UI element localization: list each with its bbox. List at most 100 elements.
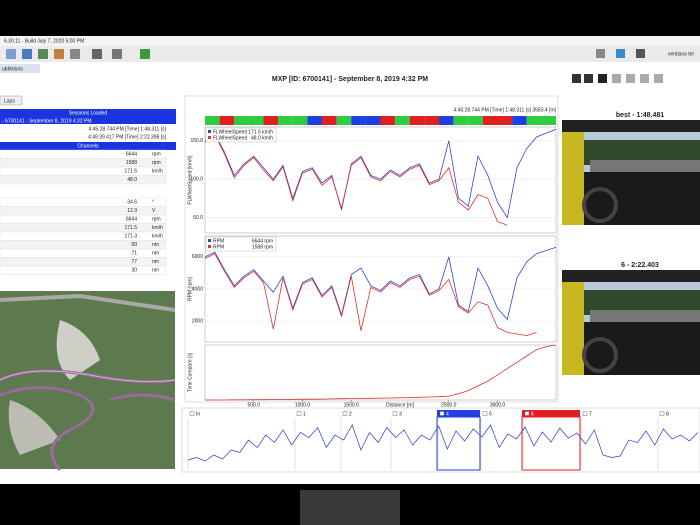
view-button[interactable] [612, 74, 621, 83]
sector [234, 116, 249, 125]
session-row[interactable] [0, 117, 176, 124]
tab-label: ubMotors [2, 66, 23, 72]
lap-box [521, 416, 581, 471]
lap-checkbox[interactable] [439, 411, 445, 416]
channels-header-label: Channels [77, 143, 99, 149]
sector [307, 116, 322, 125]
lap-checkbox[interactable] [582, 411, 588, 416]
plot-area [204, 344, 557, 401]
view-button[interactable] [598, 74, 607, 83]
lap-checkbox[interactable] [524, 411, 530, 416]
view-button[interactable] [572, 74, 581, 83]
x-axis-label: Distance [m] [386, 402, 414, 408]
legend [205, 127, 277, 143]
stand [300, 490, 400, 525]
sector [278, 116, 293, 125]
tool-icon[interactable] [22, 49, 32, 59]
channel-value: 12.9 [127, 208, 137, 214]
view-buttons[interactable] [572, 74, 663, 83]
plot-area [204, 126, 557, 234]
tool-icon[interactable] [70, 49, 80, 59]
tab[interactable] [0, 64, 40, 73]
lap-checkbox[interactable] [342, 411, 348, 416]
legend-swatch [208, 136, 211, 139]
trace [204, 246, 557, 321]
view-button[interactable] [654, 74, 663, 83]
channel-row [0, 257, 167, 267]
video-road [590, 160, 700, 175]
channel-row [0, 231, 167, 241]
sector [526, 116, 542, 125]
lap-time: 4:45:28.744 PM [Time] 1:48.311 [s] [88, 126, 166, 132]
video-wheel [582, 187, 618, 223]
trace [204, 253, 537, 337]
track-map [0, 291, 176, 471]
toolbar [0, 46, 700, 62]
user-name: ventiano tel [668, 51, 694, 57]
legend-swatch [208, 130, 211, 133]
video-roof [562, 120, 700, 132]
clearing [56, 320, 100, 380]
channels-table: 6644 rpm 1588 rpm 171.5 km/h 48.0 34.6 ° 12.9 V 664… [0, 149, 167, 275]
tool-icon[interactable] [112, 49, 122, 59]
lap-checkbox[interactable] [296, 411, 302, 416]
laps-strip-content: In 1 2 3 4 5 6 7 8 [187, 410, 699, 471]
lap-time: 4:49:39.417 PM [Time] 2:22.398 [s] [88, 134, 167, 140]
sector [205, 116, 220, 125]
legend [205, 236, 277, 252]
toolbar-icons[interactable] [6, 49, 645, 59]
lap-header[interactable] [522, 410, 580, 417]
tool-icon[interactable] [38, 49, 48, 59]
legend-value: 48.0 km/h [251, 135, 273, 141]
lap-checkbox[interactable] [659, 411, 665, 416]
video-label: 6 - 2:22.403 [621, 262, 659, 269]
channel-value: 1588 [126, 160, 137, 166]
channel-row [0, 265, 167, 275]
channel-row [0, 248, 167, 258]
clearing [8, 400, 60, 455]
channel-value: 71 [131, 250, 137, 256]
channel-unit: nm [152, 250, 159, 256]
tool-icon[interactable] [616, 49, 625, 58]
sector [468, 116, 483, 125]
sector [453, 116, 469, 125]
channel-value: 171.5 [124, 168, 137, 174]
view-button[interactable] [584, 74, 593, 83]
y-axis-label: Time Compare [s] [187, 352, 193, 392]
lap-box [436, 416, 481, 471]
lap-label: 4 [446, 411, 449, 417]
tool-icon[interactable] [54, 49, 64, 59]
lap-checkbox[interactable] [392, 411, 398, 416]
lap-checkbox[interactable] [189, 411, 195, 416]
channel-row [0, 240, 167, 250]
lap-header[interactable] [437, 410, 480, 417]
channel-unit: km/h [152, 225, 163, 231]
tool-icon[interactable] [636, 49, 645, 58]
channel-unit: rpm [152, 151, 161, 157]
channel-unit: km/h [152, 168, 163, 174]
sector [482, 116, 498, 125]
sector [248, 116, 264, 125]
channel-value: 6644 [126, 216, 137, 222]
tool-icon[interactable] [6, 49, 16, 59]
sector [219, 116, 235, 125]
channel-row [0, 214, 167, 224]
lap-checkbox[interactable] [482, 411, 488, 416]
laps-button-label: Laps [4, 98, 15, 104]
laps-button[interactable] [0, 95, 23, 106]
y-tick-label: 6000 [192, 254, 203, 260]
sector [322, 116, 337, 125]
view-button[interactable] [640, 74, 649, 83]
lap-label: 2 [349, 411, 352, 417]
sector [512, 116, 527, 125]
tool-icon[interactable] [140, 49, 150, 59]
channel-row [0, 223, 167, 233]
legend-label: FLWheelSpeed [213, 129, 247, 135]
tool-icon[interactable] [596, 49, 605, 58]
x-tick-label: 1000.0 [295, 402, 311, 408]
view-button[interactable] [626, 74, 635, 83]
channel-row [0, 166, 167, 176]
channel-row [0, 206, 167, 216]
channel-row [0, 175, 167, 185]
tool-icon[interactable] [92, 49, 102, 59]
